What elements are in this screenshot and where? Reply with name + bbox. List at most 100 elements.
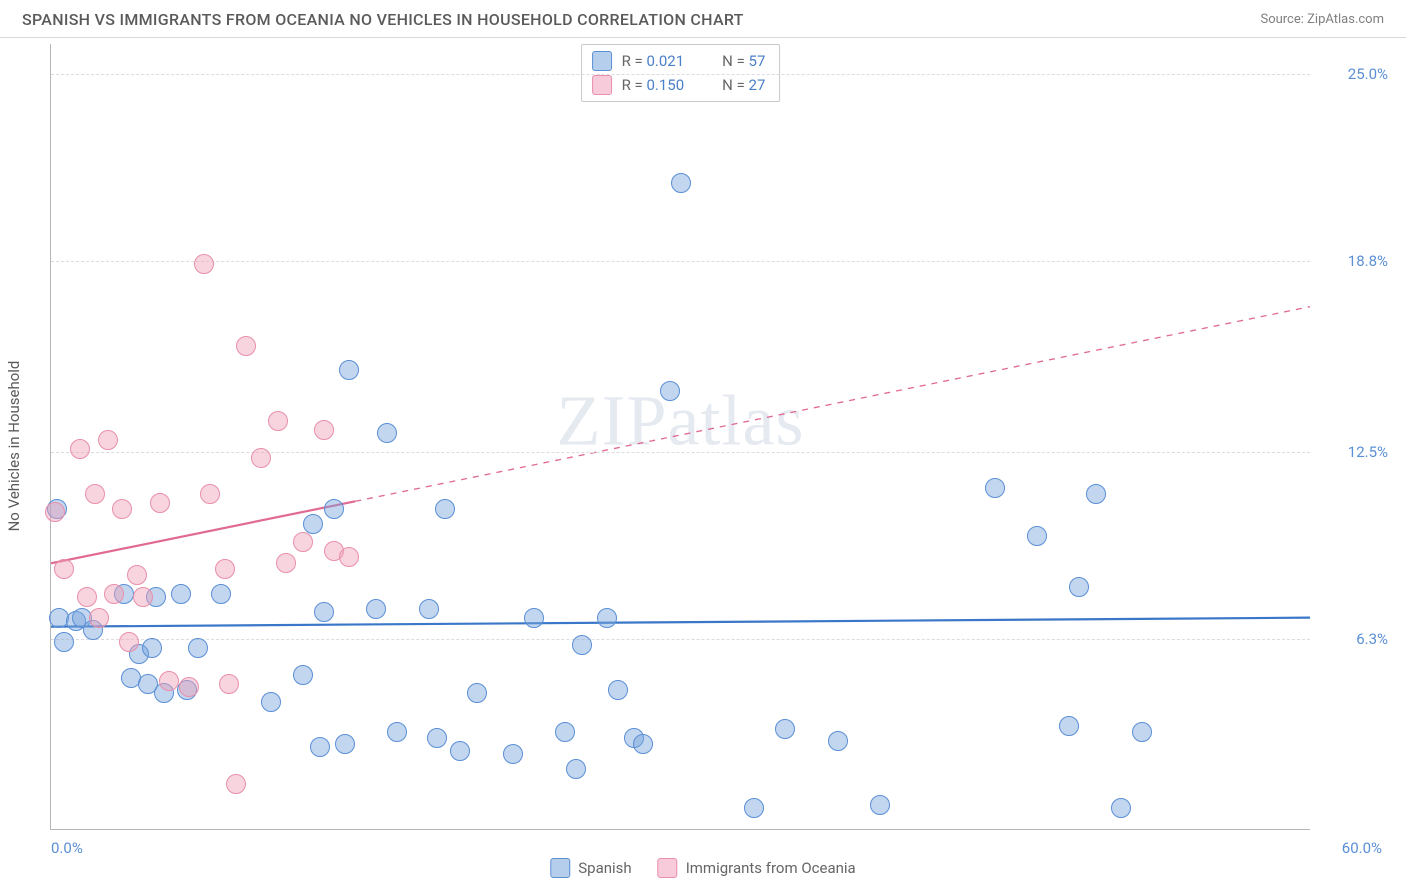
n-label: N = 27 <box>722 76 765 94</box>
data-point <box>293 665 313 685</box>
chart-title: SPANISH VS IMMIGRANTS FROM OCEANIA NO VE… <box>22 10 744 29</box>
data-point <box>377 423 397 443</box>
data-point <box>150 493 170 513</box>
trend-line-solid <box>51 618 1310 627</box>
y-axis-title: No Vehicles in Household <box>5 361 23 532</box>
data-point <box>54 559 74 579</box>
data-point <box>555 722 575 742</box>
data-point <box>775 719 795 739</box>
data-point <box>211 584 231 604</box>
data-point <box>261 692 281 712</box>
data-point <box>226 774 246 794</box>
data-point <box>303 514 323 534</box>
data-point <box>597 608 617 628</box>
legend-swatch <box>550 858 570 878</box>
data-point <box>1132 722 1152 742</box>
legend-label: Immigrants from Oceania <box>686 859 856 877</box>
y-tick-label: 25.0% <box>1318 65 1388 83</box>
data-point <box>251 448 271 468</box>
y-tick-label: 18.8% <box>1318 252 1388 270</box>
chart-header: SPANISH VS IMMIGRANTS FROM OCEANIA NO VE… <box>0 0 1406 38</box>
data-point <box>200 484 220 504</box>
r-value: 0.150 <box>646 76 684 94</box>
data-point <box>70 439 90 459</box>
legend-swatch <box>658 858 678 878</box>
data-point <box>1086 484 1106 504</box>
data-point <box>387 722 407 742</box>
legend-item: Immigrants from Oceania <box>658 858 856 878</box>
data-point <box>98 430 118 450</box>
data-point <box>339 360 359 380</box>
stats-row: R = 0.021 N = 57 <box>592 49 766 73</box>
r-label: R = 0.150 <box>622 76 685 94</box>
data-point <box>427 728 447 748</box>
data-point <box>339 547 359 567</box>
data-point <box>112 499 132 519</box>
stats-legend: R = 0.021 N = 57 R = 0.150 N = 27 <box>581 44 781 102</box>
data-point <box>566 759 586 779</box>
trend-line-dashed <box>355 307 1310 502</box>
data-point <box>572 635 592 655</box>
data-point <box>467 683 487 703</box>
data-point <box>236 336 256 356</box>
data-point <box>219 674 239 694</box>
data-point <box>89 608 109 628</box>
x-tick-label: 0.0% <box>51 839 83 857</box>
data-point <box>194 254 214 274</box>
r-label: R = 0.021 <box>622 52 685 70</box>
watermark: ZIPatlas <box>557 379 805 462</box>
series-legend: Spanish Immigrants from Oceania <box>550 858 855 878</box>
x-tick-label: 60.0% <box>1342 839 1382 857</box>
data-point <box>324 499 344 519</box>
data-point <box>503 744 523 764</box>
data-point <box>314 602 334 622</box>
data-point <box>188 638 208 658</box>
legend-item: Spanish <box>550 858 631 878</box>
data-point <box>276 553 296 573</box>
scatter-chart: ZIPatlas R = 0.021N = 57R = 0.150N = 27 … <box>50 44 1310 830</box>
legend-label: Spanish <box>578 859 631 877</box>
legend-swatch <box>592 75 612 95</box>
data-point <box>142 638 162 658</box>
data-point <box>268 411 288 431</box>
legend-swatch <box>592 51 612 71</box>
data-point <box>633 734 653 754</box>
n-value: 57 <box>749 52 766 70</box>
data-point <box>524 608 544 628</box>
data-point <box>133 587 153 607</box>
y-tick-label: 12.5% <box>1318 443 1388 461</box>
data-point <box>119 632 139 652</box>
trend-lines <box>51 44 1310 829</box>
stats-row: R = 0.150 N = 27 <box>592 73 766 97</box>
y-tick-label: 6.3% <box>1318 630 1388 648</box>
data-point <box>54 632 74 652</box>
chart-source: Source: ZipAtlas.com <box>1260 12 1384 27</box>
data-point <box>1069 577 1089 597</box>
n-label: N = 57 <box>722 52 765 70</box>
data-point <box>435 499 455 519</box>
data-point <box>660 381 680 401</box>
data-point <box>1059 716 1079 736</box>
gridline <box>51 452 1310 453</box>
watermark-thin: atlas <box>668 380 805 460</box>
r-value: 0.021 <box>646 52 684 70</box>
data-point <box>314 420 334 440</box>
data-point <box>127 565 147 585</box>
data-point <box>215 559 235 579</box>
n-value: 27 <box>749 76 766 94</box>
gridline <box>51 74 1310 75</box>
data-point <box>335 734 355 754</box>
watermark-bold: ZIP <box>557 380 668 460</box>
data-point <box>450 741 470 761</box>
data-point <box>744 798 764 818</box>
data-point <box>870 795 890 815</box>
data-point <box>419 599 439 619</box>
data-point <box>171 584 191 604</box>
data-point <box>104 584 124 604</box>
data-point <box>1027 526 1047 546</box>
data-point <box>179 677 199 697</box>
data-point <box>608 680 628 700</box>
data-point <box>45 502 65 522</box>
data-point <box>366 599 386 619</box>
data-point <box>85 484 105 504</box>
